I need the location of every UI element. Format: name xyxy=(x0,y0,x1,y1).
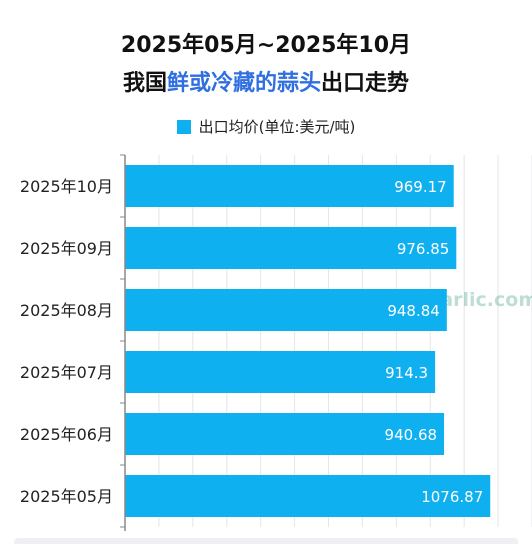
data-label: 914.3 xyxy=(385,364,428,382)
bar xyxy=(125,165,454,207)
title-suffix: 出口走势 xyxy=(321,71,410,96)
bar xyxy=(125,289,447,331)
bar xyxy=(125,475,491,517)
legend: 出口均价(单位:美元/吨) xyxy=(0,116,532,137)
chart-title-line2: 我国鲜或冷藏的蒜头出口走势 xyxy=(0,70,532,98)
data-label: 969.17 xyxy=(394,178,447,196)
title-highlight: 鲜或冷藏的蒜头 xyxy=(166,71,321,96)
category-tick-label: 2025年06月 xyxy=(20,425,113,444)
category-tick-label: 2025年09月 xyxy=(20,239,113,258)
category-tick-label: 2025年10月 xyxy=(20,177,113,196)
bar-chart: 国际大蒜贸易网 www.51garlic.com 969.17976.85948… xyxy=(20,154,532,531)
legend-label: 出口均价(单位:美元/吨) xyxy=(198,118,356,136)
data-label: 1076.87 xyxy=(421,488,483,506)
data-label: 948.84 xyxy=(387,302,440,320)
category-tick-label: 2025年07月 xyxy=(20,363,113,382)
bars: 969.17 976.85 948.84 914.3 940.68 1076.87 xyxy=(125,165,491,517)
legend-swatch xyxy=(176,119,191,134)
footer-strip xyxy=(14,538,518,544)
y-axis-ticks: 2025年10月 2025年09月 2025年08月 2025年07月 2025年06月… xyxy=(20,154,125,528)
bar xyxy=(125,351,436,393)
category-tick-label: 2025年05月 xyxy=(20,487,113,506)
bar xyxy=(125,227,457,269)
bar xyxy=(125,413,445,455)
category-tick-label: 2025年08月 xyxy=(20,301,113,320)
title-prefix: 我国 xyxy=(122,71,167,96)
data-label: 940.68 xyxy=(385,426,438,444)
data-label: 976.85 xyxy=(397,240,450,258)
chart-title-line1: 2025年05月~2025年10月 xyxy=(120,33,412,58)
grid-lines xyxy=(158,155,532,527)
